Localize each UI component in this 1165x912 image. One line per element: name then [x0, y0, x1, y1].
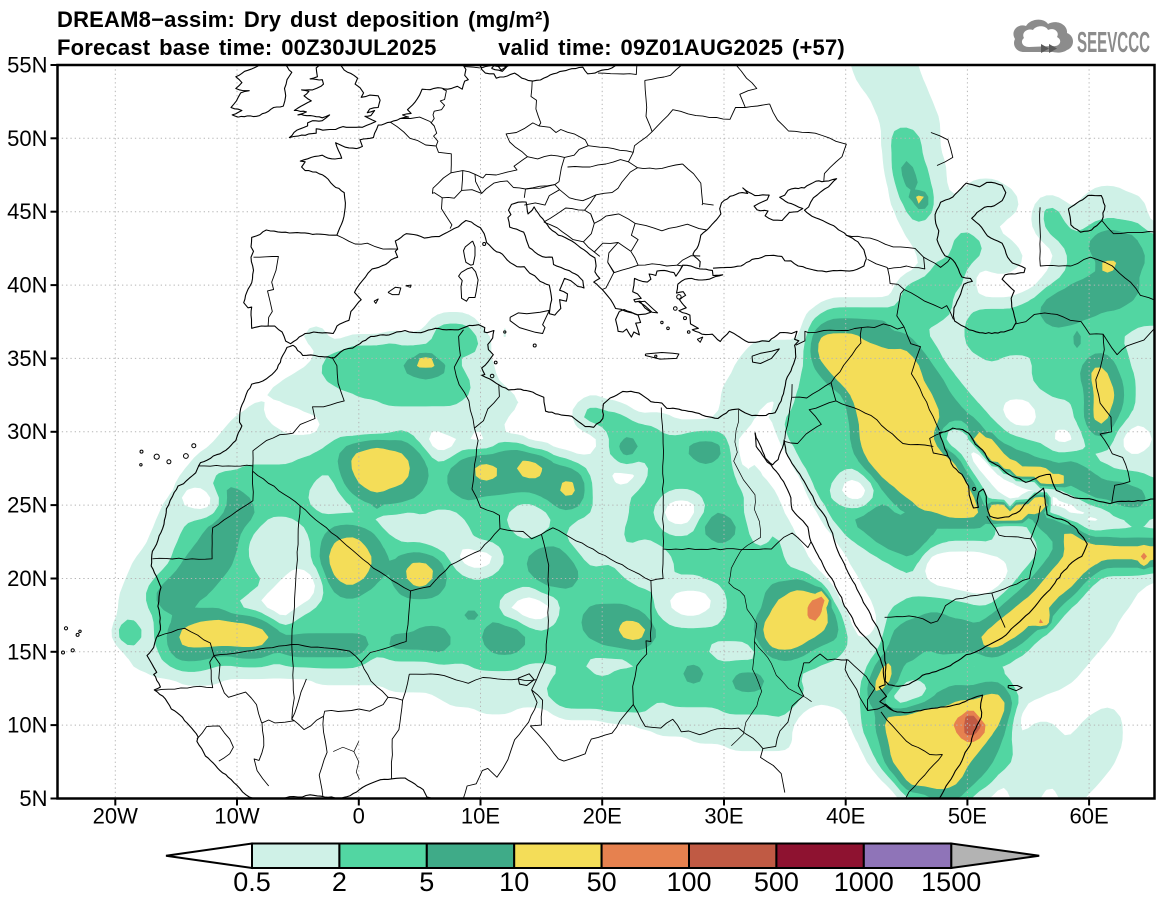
- svg-text:100: 100: [666, 867, 711, 897]
- svg-text:25N: 25N: [7, 493, 47, 518]
- svg-text:20E: 20E: [583, 804, 622, 829]
- svg-text:Forecast base time: 00Z30JUL20: Forecast base time: 00Z30JUL2025 valid t…: [57, 35, 845, 60]
- svg-text:20N: 20N: [7, 566, 47, 591]
- svg-text:5N: 5N: [19, 786, 47, 811]
- svg-text:55N: 55N: [7, 53, 47, 78]
- svg-text:40E: 40E: [826, 804, 865, 829]
- svg-text:50: 50: [587, 867, 617, 897]
- svg-text:30E: 30E: [704, 804, 743, 829]
- svg-text:0: 0: [353, 804, 365, 829]
- svg-text:50E: 50E: [948, 804, 987, 829]
- svg-text:1000: 1000: [834, 867, 894, 897]
- svg-text:35N: 35N: [7, 346, 47, 371]
- svg-text:1500: 1500: [921, 867, 981, 897]
- svg-text:5: 5: [419, 867, 434, 897]
- svg-text:60E: 60E: [1070, 804, 1109, 829]
- svg-text:2: 2: [332, 867, 347, 897]
- svg-text:50N: 50N: [7, 126, 47, 151]
- svg-text:45N: 45N: [7, 199, 47, 224]
- svg-text:10: 10: [499, 867, 529, 897]
- svg-text:15N: 15N: [7, 639, 47, 664]
- svg-text:SEEVCCC: SEEVCCC: [1077, 27, 1150, 59]
- svg-text:10N: 10N: [7, 713, 47, 738]
- svg-text:10E: 10E: [461, 804, 500, 829]
- svg-text:40N: 40N: [7, 273, 47, 298]
- svg-text:30N: 30N: [7, 419, 47, 444]
- svg-text:500: 500: [754, 867, 799, 897]
- svg-text:DREAM8−assim: Dry dust deposit: DREAM8−assim: Dry dust deposition (mg/m²…: [57, 7, 550, 32]
- svg-text:0.5: 0.5: [233, 867, 271, 897]
- svg-text:20W: 20W: [93, 804, 138, 829]
- svg-text:10W: 10W: [214, 804, 259, 829]
